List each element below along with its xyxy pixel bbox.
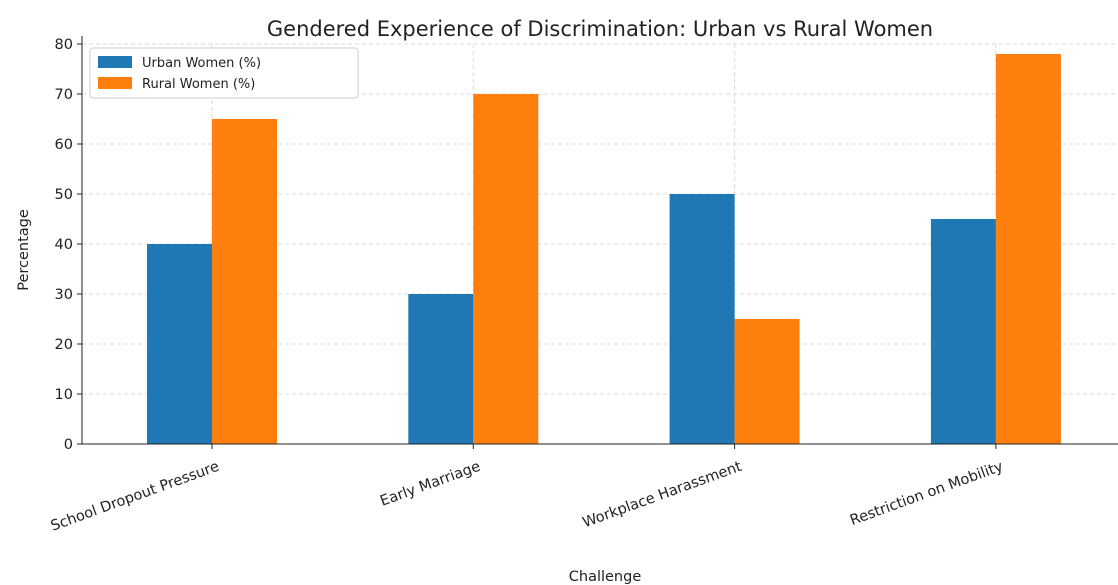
y-axis-title: Percentage — [16, 209, 32, 291]
y-tick-label: 40 — [55, 237, 73, 253]
legend-swatch — [98, 77, 132, 89]
legend-label: Rural Women (%) — [142, 77, 255, 92]
bar-urban — [408, 294, 474, 444]
bar-rural — [212, 119, 277, 444]
x-axis-title: Challenge — [569, 569, 642, 585]
bar-urban — [930, 219, 996, 444]
y-tick-label: 30 — [55, 287, 73, 303]
x-tick-label: Restriction on Mobility — [848, 459, 1006, 529]
x-axis: School Dropout Pressure Early Marriage Wor… — [49, 443, 1118, 535]
bar-rural — [995, 54, 1061, 444]
y-tick-label: 50 — [55, 187, 73, 203]
y-tick-label: 70 — [55, 87, 73, 103]
legend-label: Urban Women (%) — [142, 56, 261, 71]
y-tick-label: 20 — [55, 337, 73, 353]
bar-urban — [669, 194, 735, 444]
y-tick-label: 80 — [55, 37, 73, 53]
y-axis: 0 10 20 30 40 50 60 70 80 — [55, 36, 83, 453]
chart-title: Gendered Experience of Discrimination: U… — [267, 17, 933, 41]
bar-rural — [734, 319, 800, 444]
x-tick-label: School Dropout Pressure — [49, 459, 222, 535]
bar-urban — [147, 244, 212, 444]
y-tick-label: 0 — [64, 437, 73, 453]
legend-box — [89, 47, 359, 99]
x-tick-label: Workplace Harassment — [581, 459, 745, 532]
y-tick-label: 10 — [55, 387, 73, 403]
legend-swatch — [98, 56, 132, 68]
bar-rural — [473, 94, 539, 444]
x-tick-label: Early Marriage — [378, 459, 483, 510]
bars — [147, 54, 1061, 444]
y-tick-label: 60 — [55, 137, 73, 153]
legend: Urban Women (%) Rural Women (%) — [89, 47, 359, 99]
